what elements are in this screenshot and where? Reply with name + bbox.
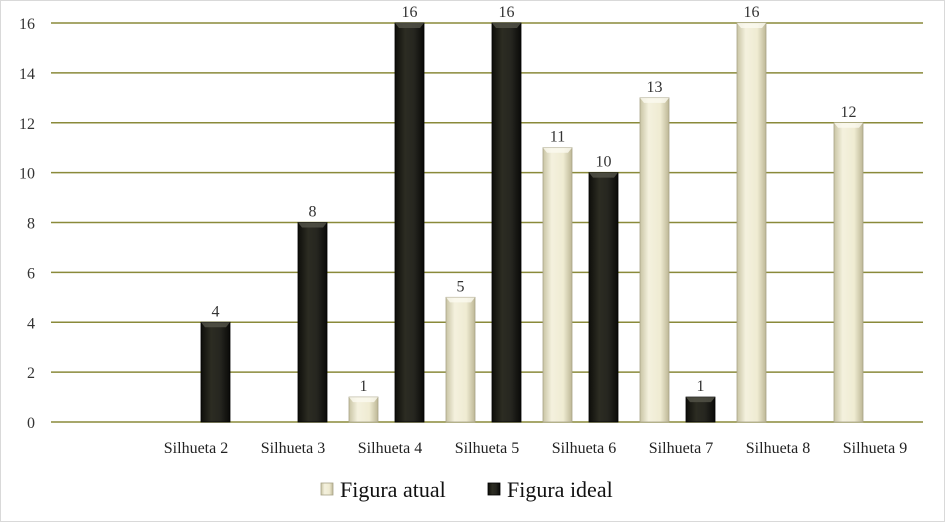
data-label: 16: [744, 4, 760, 21]
x-category-label: Silhueta 9: [843, 440, 907, 457]
bar-bevel: [543, 147, 572, 153]
bar-figura-ideal: [200, 321, 231, 423]
legend: Figura atual Figura ideal: [320, 477, 613, 502]
legend-swatch: [320, 482, 334, 496]
data-label: 11: [550, 129, 565, 146]
data-label: 4: [212, 303, 220, 320]
legend-label: Figura ideal: [507, 477, 613, 502]
data-labels: 4 8 1 16 5 16 11 10 13 1 16 12: [212, 4, 857, 395]
bar-bevel: [834, 122, 863, 128]
x-category-label: Silhueta 5: [455, 440, 519, 457]
bar-figura-atual: [445, 296, 476, 423]
x-category-label: Silhueta 4: [358, 440, 422, 457]
bar-figura-ideal: [588, 172, 619, 423]
bar-figura-atual: [833, 122, 864, 423]
data-label: 1: [697, 378, 705, 395]
y-tick-label: 10: [19, 166, 35, 183]
y-tick-label: 8: [27, 216, 35, 233]
bar-figura-atual: [639, 97, 670, 423]
y-tick-label: 4: [27, 315, 35, 332]
bar-figura-atual: [736, 22, 767, 423]
bar-figura-atual: [542, 147, 573, 423]
bar-bevel: [492, 23, 521, 28]
x-category-label: Silhueta 7: [649, 440, 713, 457]
x-axis-categories: Silhueta 2 Silhueta 3 Silhueta 4 Silhueta 5…: [164, 440, 907, 457]
y-tick-label: 14: [19, 66, 35, 83]
bar-bevel: [686, 397, 715, 403]
bar-bevel: [349, 397, 378, 403]
gridlines: [51, 22, 923, 423]
y-tick-label: 12: [19, 116, 35, 133]
data-label: 16: [402, 4, 418, 21]
legend-item-figura-atual: Figura atual: [320, 477, 446, 502]
bar-bevel: [395, 23, 424, 28]
data-label: 16: [499, 4, 515, 21]
x-category-label: Silhueta 3: [261, 440, 325, 457]
y-axis-ticks: 0 2 4 6 8 10 12 14 16: [19, 16, 35, 432]
legend-swatch: [487, 482, 501, 496]
bar-figura-ideal: [297, 222, 328, 423]
data-label: 1: [360, 378, 368, 395]
y-tick-label: 16: [19, 16, 35, 33]
bar-figura-ideal: [491, 22, 522, 423]
bar-figura-ideal: [394, 22, 425, 423]
bar-bevel: [737, 23, 766, 28]
legend-label: Figura atual: [340, 477, 446, 502]
y-tick-label: 0: [27, 415, 35, 432]
bar-bevel: [589, 172, 618, 178]
bar-bevel: [446, 297, 475, 303]
bars: [200, 22, 864, 423]
bar-bevel: [298, 222, 327, 228]
x-category-label: Silhueta 8: [746, 440, 810, 457]
data-label: 5: [457, 278, 465, 295]
x-category-label: Silhueta 6: [552, 440, 616, 457]
y-tick-label: 2: [27, 365, 35, 382]
y-tick-label: 6: [27, 265, 35, 282]
data-label: 8: [309, 204, 317, 221]
bar-bevel: [201, 322, 230, 328]
data-label: 12: [841, 104, 857, 121]
x-category-label: Silhueta 2: [164, 440, 228, 457]
bar-bevel: [640, 97, 669, 103]
legend-item-figura-ideal: Figura ideal: [487, 477, 613, 502]
data-label: 13: [647, 79, 663, 96]
data-label: 10: [596, 154, 612, 171]
